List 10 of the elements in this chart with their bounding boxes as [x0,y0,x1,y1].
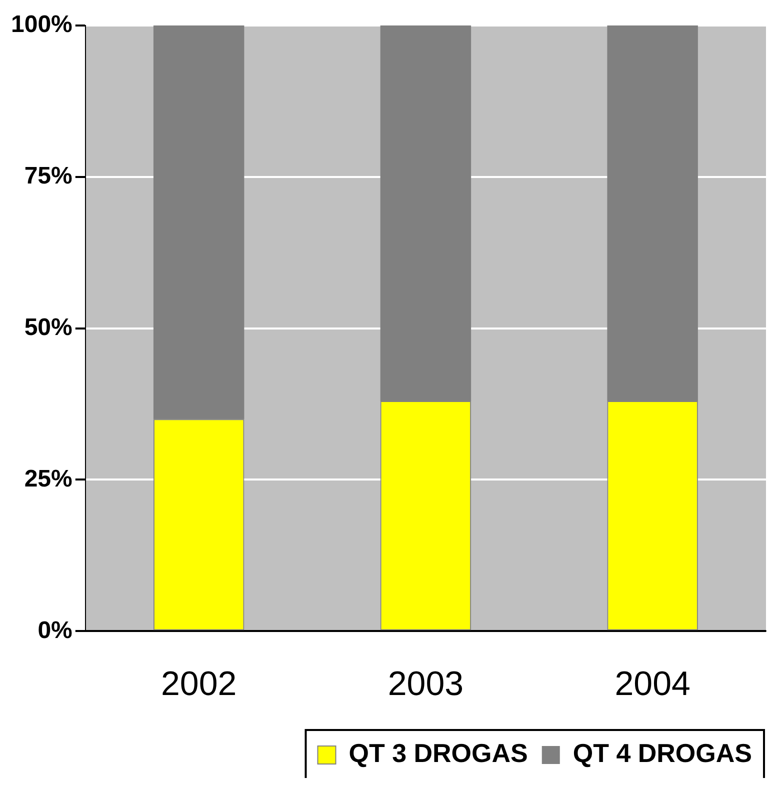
y-tick-label: 100% [10,11,72,38]
y-tick-label: 25% [24,465,72,492]
y-tick-label: 50% [24,314,72,341]
x-tick-label: 2004 [614,664,690,703]
legend-label: QT 4 DROGAS [572,738,752,768]
y-tick-label: 75% [24,162,72,190]
x-tick-label: 2003 [388,664,464,703]
y-tick-label: 0% [38,616,72,644]
x-tick-label: 2002 [161,664,237,703]
legend-label: QT 3 DROGAS [348,738,528,768]
